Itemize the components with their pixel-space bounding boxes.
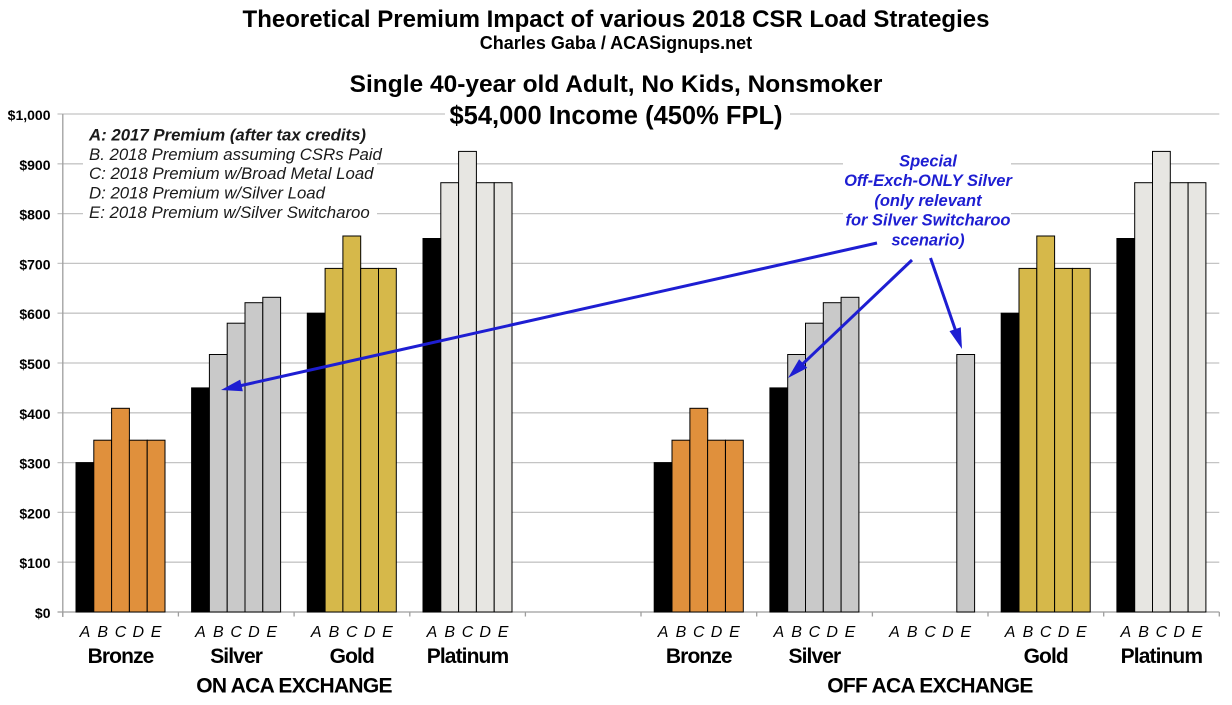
svg-text:Silver: Silver [210, 645, 263, 668]
svg-text:A: A [772, 624, 784, 641]
svg-text:ON ACA EXCHANGE: ON ACA EXCHANGE [196, 675, 392, 698]
svg-text:C: C [346, 624, 358, 641]
svg-text:D: D [826, 624, 838, 641]
svg-text:$900: $900 [19, 157, 50, 173]
svg-text:E: E [960, 624, 971, 641]
svg-text:A: A [1004, 624, 1016, 641]
svg-text:B: B [213, 624, 224, 641]
svg-text:D: 2018 Premium w/Silver Load: D: 2018 Premium w/Silver Load [89, 184, 326, 203]
svg-text:C: C [462, 624, 474, 641]
svg-text:Single 40-year old Adult, No K: Single 40-year old Adult, No Kids, Nonsm… [350, 71, 883, 98]
svg-text:A: A [426, 624, 438, 641]
svg-text:B: B [907, 624, 918, 641]
svg-text:Platinum: Platinum [1121, 645, 1203, 668]
svg-text:scenario): scenario) [891, 231, 965, 249]
svg-text:A: 2017 Premium (after tax cre: A: 2017 Premium (after tax credits) [88, 125, 366, 144]
svg-text:Bronze: Bronze [666, 645, 732, 668]
svg-text:D: D [942, 624, 954, 641]
svg-text:$400: $400 [19, 406, 50, 422]
svg-text:D: D [133, 624, 145, 641]
svg-text:D: D [1173, 624, 1185, 641]
svg-text:D: D [1058, 624, 1070, 641]
svg-text:A: A [657, 624, 669, 641]
svg-text:E: E [498, 624, 509, 641]
svg-text:$300: $300 [19, 456, 50, 472]
svg-text:D: D [364, 624, 376, 641]
svg-text:$600: $600 [19, 306, 50, 322]
svg-text:A: A [888, 624, 900, 641]
svg-text:E: E [151, 624, 162, 641]
svg-text:Platinum: Platinum [427, 645, 509, 668]
svg-text:C: C [115, 624, 127, 641]
svg-text:E: E [382, 624, 393, 641]
svg-text:E: E [1192, 624, 1203, 641]
svg-text:Gold: Gold [1024, 645, 1068, 668]
svg-text:B. 2018 Premium assuming CSRs: B. 2018 Premium assuming CSRs Paid [89, 145, 383, 164]
svg-text:E: E [729, 624, 740, 641]
svg-text:$0: $0 [35, 605, 51, 621]
svg-text:Charles Gaba / ACASignups.net: Charles Gaba / ACASignups.net [480, 33, 752, 53]
svg-text:$1,000: $1,000 [8, 107, 51, 123]
svg-text:Silver: Silver [788, 645, 841, 668]
svg-text:$54,000 Income (450% FPL): $54,000 Income (450% FPL) [449, 102, 782, 130]
svg-text:C: C [693, 624, 705, 641]
svg-text:E: E [1076, 624, 1087, 641]
svg-text:$500: $500 [19, 356, 50, 372]
svg-text:B: B [97, 624, 108, 641]
svg-text:B: B [1023, 624, 1034, 641]
svg-text:Special: Special [899, 153, 957, 171]
svg-text:C: 2018 Premium w/Broad Metal: C: 2018 Premium w/Broad Metal Load [89, 164, 374, 183]
svg-text:D: D [479, 624, 491, 641]
svg-text:$700: $700 [19, 256, 50, 272]
svg-text:C: C [1040, 624, 1052, 641]
svg-text:C: C [230, 624, 242, 641]
svg-text:$200: $200 [19, 505, 50, 521]
svg-text:C: C [809, 624, 821, 641]
svg-text:OFF ACA EXCHANGE: OFF ACA EXCHANGE [827, 675, 1033, 698]
svg-text:D: D [248, 624, 260, 641]
svg-text:A: A [310, 624, 322, 641]
svg-text:E: E [845, 624, 856, 641]
svg-text:B: B [1138, 624, 1149, 641]
svg-text:Off-Exch-ONLY Silver: Off-Exch-ONLY Silver [844, 172, 1013, 190]
svg-text:Theoretical Premium Impact of: Theoretical Premium Impact of various 20… [243, 6, 990, 33]
svg-text:Bronze: Bronze [88, 645, 154, 668]
svg-text:A: A [194, 624, 206, 641]
svg-text:A: A [1119, 624, 1131, 641]
svg-text:$800: $800 [19, 207, 50, 223]
svg-text:E: E [266, 624, 277, 641]
svg-text:B: B [329, 624, 340, 641]
svg-text:D: D [711, 624, 723, 641]
svg-text:C: C [1156, 624, 1168, 641]
svg-text:B: B [791, 624, 802, 641]
svg-text:B: B [676, 624, 687, 641]
svg-text:C: C [924, 624, 936, 641]
svg-text:(only relevant: (only relevant [874, 192, 983, 210]
svg-text:for Silver Switcharoo: for Silver Switcharoo [845, 212, 1010, 230]
svg-text:B: B [444, 624, 455, 641]
svg-text:E: 2018 Premium w/Silver Switc: E: 2018 Premium w/Silver Switcharoo [89, 203, 370, 222]
svg-text:Gold: Gold [330, 645, 374, 668]
svg-text:$100: $100 [19, 555, 50, 571]
svg-text:A: A [79, 624, 91, 641]
